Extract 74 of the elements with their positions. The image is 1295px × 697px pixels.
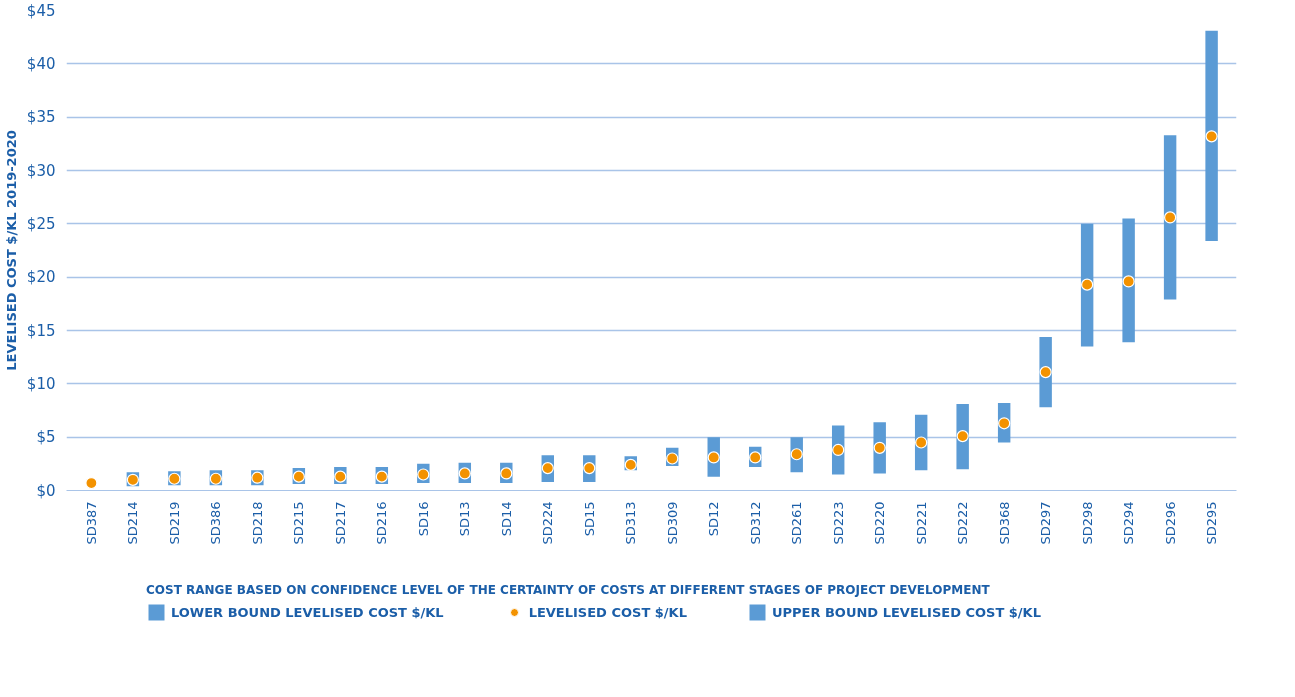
point	[375, 470, 388, 483]
point	[1122, 275, 1135, 288]
x-tick-label: SD215	[291, 501, 307, 545]
y-tick-label: $30	[26, 161, 56, 180]
x-tick-label: SD295	[1204, 501, 1220, 545]
point	[458, 467, 471, 480]
x-tick-label: SD217	[332, 501, 348, 545]
point	[956, 430, 969, 443]
x-tick-label: SD214	[125, 501, 141, 545]
point	[832, 443, 845, 457]
x-tick-label: SD261	[789, 501, 805, 545]
legend-label: LEVELISED COST $/KL	[528, 604, 687, 620]
x-tick-label: SD221	[913, 501, 929, 545]
bar	[1080, 284, 1094, 347]
point	[583, 462, 596, 475]
x-tick-label: SD294	[1121, 501, 1137, 545]
point	[1205, 130, 1218, 143]
x-tick-label: SD222	[955, 501, 971, 545]
bar	[1163, 217, 1177, 300]
x-tick-label: SD368	[996, 501, 1012, 545]
y-tick-label: $15	[26, 321, 56, 340]
point	[998, 417, 1011, 430]
point	[251, 471, 264, 484]
point	[749, 451, 762, 464]
point	[168, 472, 181, 485]
y-tick-label: $10	[26, 374, 56, 393]
legend-label: LOWER BOUND LEVELISED COST $/KL	[171, 604, 444, 620]
x-tick-label: SD312	[747, 501, 763, 545]
x-tick-label: SD386	[208, 501, 224, 545]
point	[500, 467, 513, 480]
legend-label: UPPER BOUND LEVELISED COST $/KL	[771, 604, 1041, 620]
y-tick-label: $20	[26, 268, 56, 287]
point	[1081, 278, 1094, 291]
point	[417, 468, 430, 481]
point	[915, 436, 928, 449]
x-tick-label: SD13	[457, 501, 473, 537]
point	[126, 473, 139, 486]
point	[292, 470, 305, 483]
y-tick-label: $5	[36, 428, 56, 447]
y-tick-label: $35	[26, 108, 56, 127]
x-tick-label: SD309	[664, 501, 680, 545]
x-tick-label: SD297	[1038, 501, 1054, 545]
point	[790, 448, 803, 461]
x-tick-label: SD223	[830, 501, 846, 545]
y-tick-label: $0	[36, 481, 56, 500]
x-tick-label: SD220	[872, 501, 888, 545]
x-tick-label: SD216	[374, 501, 390, 545]
x-tick-label: SD218	[249, 501, 265, 545]
point	[666, 452, 679, 465]
x-tick-label: SD16	[415, 501, 431, 537]
point	[624, 458, 637, 471]
legend-title: COST RANGE BASED ON CONFIDENCE LEVEL OF THE CERTAINTY OF COSTS AT DIFFERENT STAGES OF PROJECT DEVELOPMENT	[146, 583, 991, 597]
bar	[1163, 135, 1177, 218]
point	[85, 476, 98, 490]
x-tick-label: SD387	[83, 501, 99, 545]
point	[1039, 366, 1052, 379]
point	[334, 470, 347, 483]
x-tick-label: SD14	[498, 501, 514, 537]
point	[707, 451, 720, 464]
y-tick-label: $25	[26, 214, 56, 233]
point	[541, 462, 554, 475]
x-tick-label: SD15	[581, 501, 597, 537]
point	[873, 441, 886, 454]
x-tick-label: SD313	[623, 501, 639, 545]
point	[1164, 211, 1177, 224]
x-tick-label: SD298	[1079, 501, 1095, 545]
y-axis-title: LEVELISED COST $/KL 2019-2020	[3, 130, 19, 371]
x-tick-label: SD224	[540, 501, 556, 545]
x-tick-label: SD296	[1162, 501, 1178, 545]
point	[209, 472, 222, 485]
x-tick-label: SD12	[706, 501, 722, 537]
y-tick-label: $40	[26, 54, 56, 73]
x-tick-label: SD219	[166, 501, 182, 545]
y-tick-label: $45	[26, 1, 56, 20]
